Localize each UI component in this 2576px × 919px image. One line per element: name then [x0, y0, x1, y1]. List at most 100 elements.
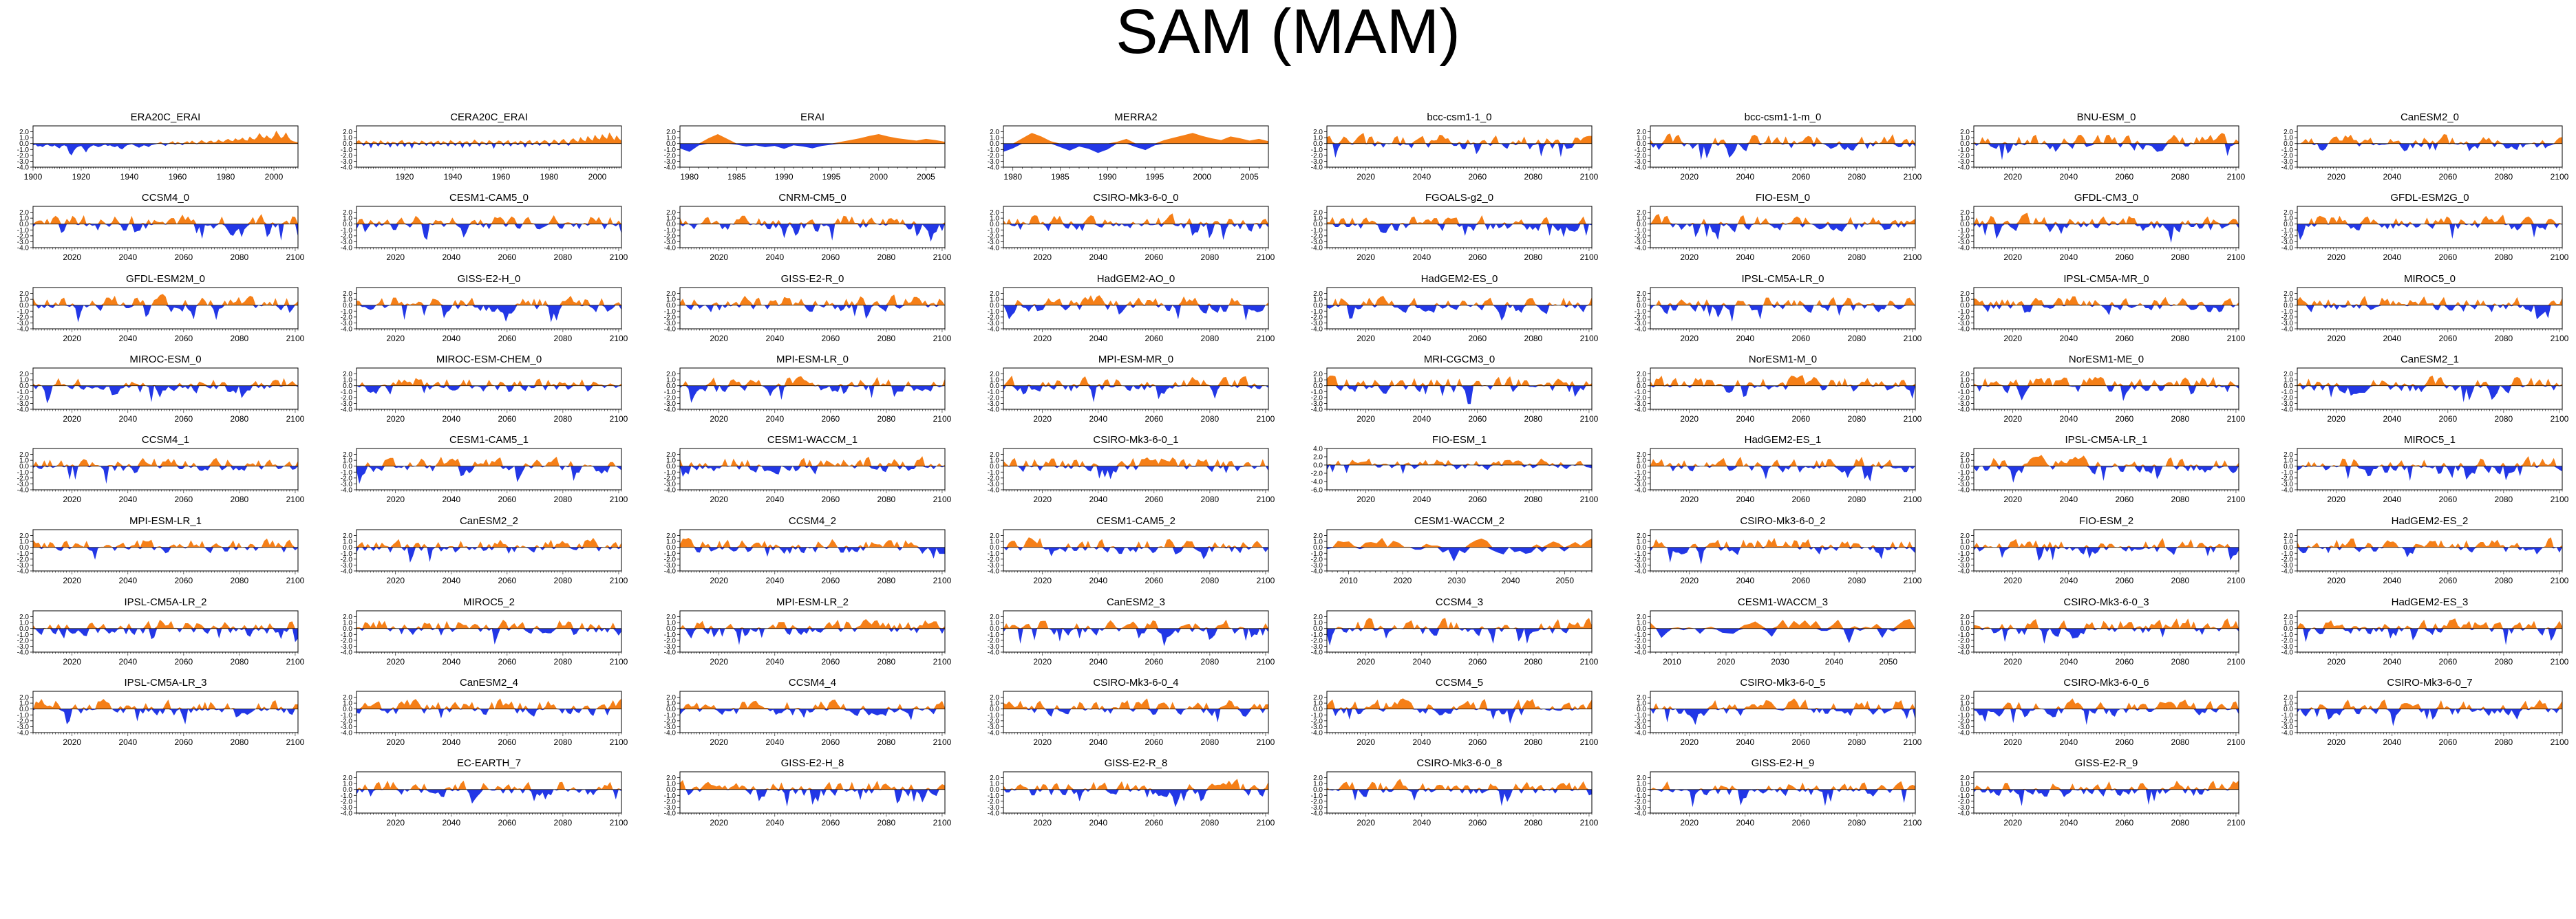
x-tick-label: 2020	[710, 334, 728, 343]
chart-panel: FIO-ESM_1 4.02.00.0-2.0-4.0-6.0 2020 2040 20…	[1311, 434, 1599, 504]
plot-frame	[679, 529, 946, 572]
y-tick-label: 0.0	[1960, 382, 1970, 390]
panel-title: CCSM4_0	[142, 192, 189, 204]
y-tick-label: -3.0	[1958, 481, 1970, 488]
negative-area	[1974, 224, 2239, 244]
y-tick-label: 2.0	[666, 290, 676, 298]
x-tick-label: 2080	[1201, 252, 1220, 262]
y-tick-label: -1.0	[2281, 389, 2294, 396]
x-tick-label: 2080	[1524, 252, 1543, 262]
y-tick-label: -2.0	[664, 475, 677, 482]
positive-area	[33, 130, 298, 144]
x-tick-label: 2100	[286, 334, 305, 343]
y-tick-label: -3.0	[1958, 400, 1970, 408]
plot-frame	[1003, 206, 1269, 248]
x-tick-label: 2020	[2003, 414, 2022, 424]
y-tick-label: -4.0	[17, 407, 30, 414]
x-tick-label: 2100	[933, 334, 952, 343]
chart-panel: CSIRO-Mk3-6-0_1 2.01.00.0-1.0-2.0-3.0-4.0…	[988, 434, 1275, 504]
positive-area	[2297, 376, 2562, 386]
panel-title: MIROC5_0	[2404, 273, 2456, 285]
chart-panel: CNRM-CM5_0 2.01.00.0-1.0-2.0-3.0-4.0 2020 2…	[664, 192, 952, 262]
y-tick-label: 0.0	[1637, 302, 1646, 310]
x-tick-label: 2060	[174, 576, 193, 585]
negative-area	[1650, 385, 1915, 399]
y-tick-label: -1.0	[1311, 389, 1323, 396]
x-tick-label: 2080	[2495, 414, 2513, 424]
y-tick-label: -3.0	[17, 320, 30, 327]
panel-title: BNU-ESM_0	[2077, 111, 2136, 123]
x-tick-label: 2000	[588, 172, 607, 182]
page-title: SAM (MAM)	[0, 0, 2576, 68]
y-tick-label: -2.0	[1958, 233, 1970, 240]
y-tick-label: 1.0	[1313, 377, 1323, 385]
y-tick-label: 1.0	[1313, 296, 1323, 304]
x-tick-label: 2100	[1904, 172, 1922, 182]
x-tick-label: 2040	[118, 252, 137, 262]
y-tick-label: 1.0	[666, 457, 676, 465]
x-tick-label: 2020	[386, 495, 405, 504]
plot-frame	[1650, 448, 1916, 490]
y-tick-label: -1.0	[17, 389, 30, 396]
y-tick-label: -3.0	[341, 400, 353, 408]
negative-area	[2297, 305, 2562, 320]
x-tick-label: 2060	[2115, 495, 2133, 504]
panel-title: CNRM-CM5_0	[778, 192, 846, 204]
x-tick-label: 2040	[765, 252, 784, 262]
x-tick-label: 1920	[396, 172, 414, 182]
y-tick-label: -2.0	[17, 556, 30, 563]
y-tick-label: 1.0	[1313, 135, 1323, 142]
chart-panel: NorESM1-ME_0 2.01.00.0-1.0-2.0-3.0-4.0 202…	[1958, 354, 2246, 424]
chart-panel: CERA20C_ERAI 2.01.00.0-1.0-2.0-3.0-4.0 192…	[341, 111, 622, 182]
x-tick-label: 2100	[2551, 414, 2569, 424]
y-tick-label: -3.0	[17, 158, 30, 166]
y-tick-label: 2.0	[1313, 209, 1323, 217]
negative-area	[1650, 143, 1915, 160]
x-tick-label: 1980	[217, 172, 235, 182]
chart-panel: CCSM4_0 2.01.00.0-1.0-2.0-3.0-4.0 2020 2040…	[17, 192, 305, 262]
x-tick-label: 2060	[2438, 495, 2457, 504]
y-tick-label: 2.0	[990, 129, 999, 136]
plot-frame	[1650, 125, 1916, 168]
x-tick-label: 2040	[1736, 252, 1754, 262]
y-tick-label: 1.0	[990, 215, 999, 223]
y-tick-label: 0.0	[990, 302, 999, 310]
x-tick-label: 2080	[2171, 495, 2190, 504]
x-tick-label: 2060	[2438, 414, 2457, 424]
y-tick-label: -3.0	[1635, 400, 1647, 408]
y-tick-label: -4.0	[664, 487, 677, 495]
y-tick-label: -1.0	[664, 389, 677, 396]
y-tick-label: -4.0	[664, 326, 677, 334]
y-tick-label: 1.0	[19, 539, 29, 546]
panel-title: IPSL-CM5A-MR_0	[2063, 273, 2149, 285]
y-tick-label: -1.0	[1311, 227, 1323, 235]
y-tick-label: 0.0	[990, 463, 999, 471]
negative-area	[33, 547, 298, 560]
plot-frame	[356, 206, 622, 248]
x-tick-label: 2040	[442, 495, 460, 504]
y-tick-label: -4.0	[988, 245, 1000, 252]
positive-area	[1974, 133, 2239, 144]
y-tick-label: -4.0	[988, 326, 1000, 334]
plot-frame	[1973, 448, 2239, 490]
x-tick-label: 2100	[2551, 495, 2569, 504]
chart-panel: CSIRO-Mk3-6-0_0 2.01.00.0-1.0-2.0-3.0-4.0…	[988, 192, 1275, 262]
negative-area	[680, 143, 945, 152]
negative-area	[356, 466, 621, 484]
x-tick-label: 2040	[118, 576, 137, 585]
x-tick-label: 2060	[1791, 252, 1810, 262]
x-tick-label: 2020	[2327, 334, 2345, 343]
y-tick-label: -1.0	[1635, 308, 1647, 316]
panel-title: GISS-E2-H_0	[458, 273, 521, 285]
positive-area	[33, 457, 298, 466]
x-tick-label: 2060	[2115, 252, 2133, 262]
y-tick-label: -3.0	[664, 481, 677, 488]
y-tick-label: -4.0	[341, 245, 353, 252]
y-tick-label: -1.0	[1958, 308, 1970, 316]
x-tick-label: 2060	[1468, 414, 1487, 424]
x-tick-label: 2060	[498, 576, 516, 585]
panel-title: CanESM2_2	[460, 515, 518, 527]
panel-title: HadGEM2-ES_1	[1745, 434, 1822, 446]
plot-frame	[32, 206, 299, 248]
negative-area	[33, 224, 298, 241]
